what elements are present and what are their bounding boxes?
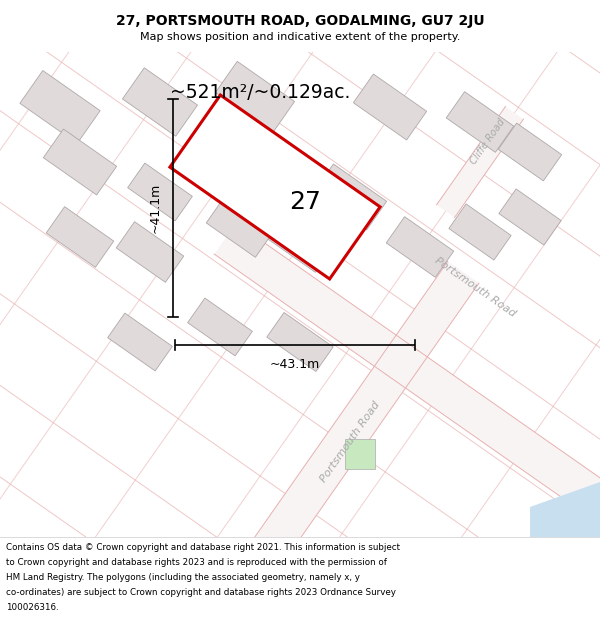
Text: co-ordinates) are subject to Crown copyright and database rights 2023 Ordnance S: co-ordinates) are subject to Crown copyr…	[6, 588, 396, 597]
Polygon shape	[267, 312, 333, 371]
Polygon shape	[170, 95, 380, 279]
Polygon shape	[206, 197, 274, 258]
Polygon shape	[266, 212, 334, 272]
Text: Portsmouth Road: Portsmouth Road	[319, 400, 382, 484]
Polygon shape	[437, 106, 523, 218]
Text: 27, PORTSMOUTH ROAD, GODALMING, GU7 2JU: 27, PORTSMOUTH ROAD, GODALMING, GU7 2JU	[116, 14, 484, 28]
Text: ~521m²/~0.129ac.: ~521m²/~0.129ac.	[170, 82, 350, 101]
Polygon shape	[215, 61, 295, 132]
Polygon shape	[46, 207, 114, 268]
Polygon shape	[498, 123, 562, 181]
Polygon shape	[353, 74, 427, 140]
Text: Portsmouth Road: Portsmouth Road	[433, 255, 517, 319]
Polygon shape	[20, 71, 100, 144]
Text: Cliffe Road: Cliffe Road	[469, 118, 508, 167]
Polygon shape	[122, 68, 197, 136]
Text: ~41.1m: ~41.1m	[149, 183, 161, 233]
Text: ~43.1m: ~43.1m	[270, 359, 320, 371]
Polygon shape	[530, 482, 600, 537]
Polygon shape	[43, 129, 116, 195]
Polygon shape	[499, 189, 561, 245]
Polygon shape	[386, 217, 454, 278]
Polygon shape	[161, 261, 479, 625]
Polygon shape	[188, 298, 253, 356]
Polygon shape	[313, 164, 386, 230]
Text: to Crown copyright and database rights 2023 and is reproduced with the permissio: to Crown copyright and database rights 2…	[6, 558, 387, 567]
Text: 27: 27	[289, 190, 321, 214]
Polygon shape	[446, 92, 514, 152]
Polygon shape	[128, 163, 193, 221]
Text: Map shows position and indicative extent of the property.: Map shows position and indicative extent…	[140, 32, 460, 42]
Polygon shape	[449, 204, 511, 260]
Text: Contains OS data © Crown copyright and database right 2021. This information is : Contains OS data © Crown copyright and d…	[6, 543, 400, 552]
Polygon shape	[345, 439, 375, 469]
Text: HM Land Registry. The polygons (including the associated geometry, namely x, y: HM Land Registry. The polygons (includin…	[6, 573, 360, 582]
Polygon shape	[107, 313, 172, 371]
Polygon shape	[116, 222, 184, 282]
Polygon shape	[214, 223, 600, 541]
Text: 100026316.: 100026316.	[6, 603, 59, 612]
